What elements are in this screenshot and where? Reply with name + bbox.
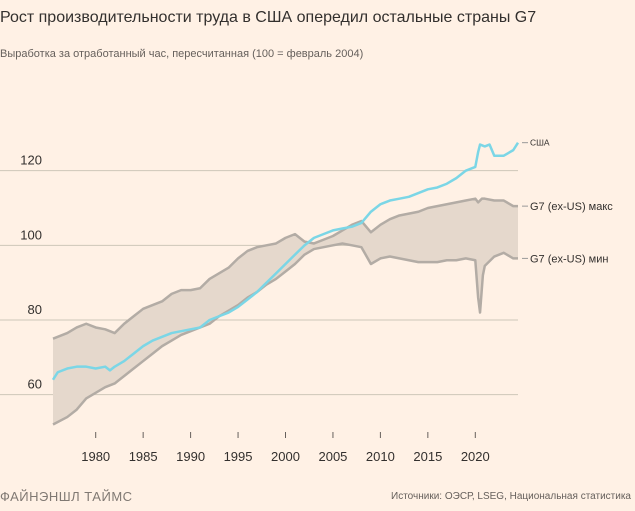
series-line-g7-min [52,242,518,426]
x-tick-label: 2000 [271,449,300,464]
y-tick-label: 60 [28,377,42,392]
series-line-g7-max [52,197,518,340]
series-label-usa: США [530,138,550,148]
label-layer: США G7 (ex-US) макс G7 (ex-US) мин [522,138,613,265]
band-layer [53,198,518,425]
x-tick-label: 1995 [224,449,253,464]
source-note: Источники: ОЭСР, LSEG, Национальная стат… [391,491,631,502]
x-tick-label: 2005 [318,449,347,464]
x-tick-label: 2015 [413,449,442,464]
line-layer [51,141,520,426]
series-line-usa [51,141,520,381]
x-tick-label: 1990 [176,449,205,464]
g7-range-band [53,198,518,425]
y-tick-label: 80 [28,302,42,317]
chart-title: Рост производительности труда в США опер… [0,9,537,26]
grid-layer: 60 80 100 120 1980 1985 1990 1995 2000 2005 2010 20… [0,153,518,464]
series-label-g7-max: G7 (ex-US) макс [530,201,613,213]
y-tick-label: 100 [20,227,42,242]
y-tick-label: 120 [20,153,42,168]
chart-subtitle: Выработка за отработанный час, пересчита… [0,48,364,60]
x-tick-label: 2020 [461,449,490,464]
series-label-g7-min: G7 (ex-US) мин [530,253,608,265]
x-tick-label: 1985 [129,449,158,464]
x-tick-label: 1980 [81,449,110,464]
brand-wordmark: ФАЙНЭНШЛ ТАЙМС [0,489,133,504]
x-tick-label: 2010 [366,449,395,464]
